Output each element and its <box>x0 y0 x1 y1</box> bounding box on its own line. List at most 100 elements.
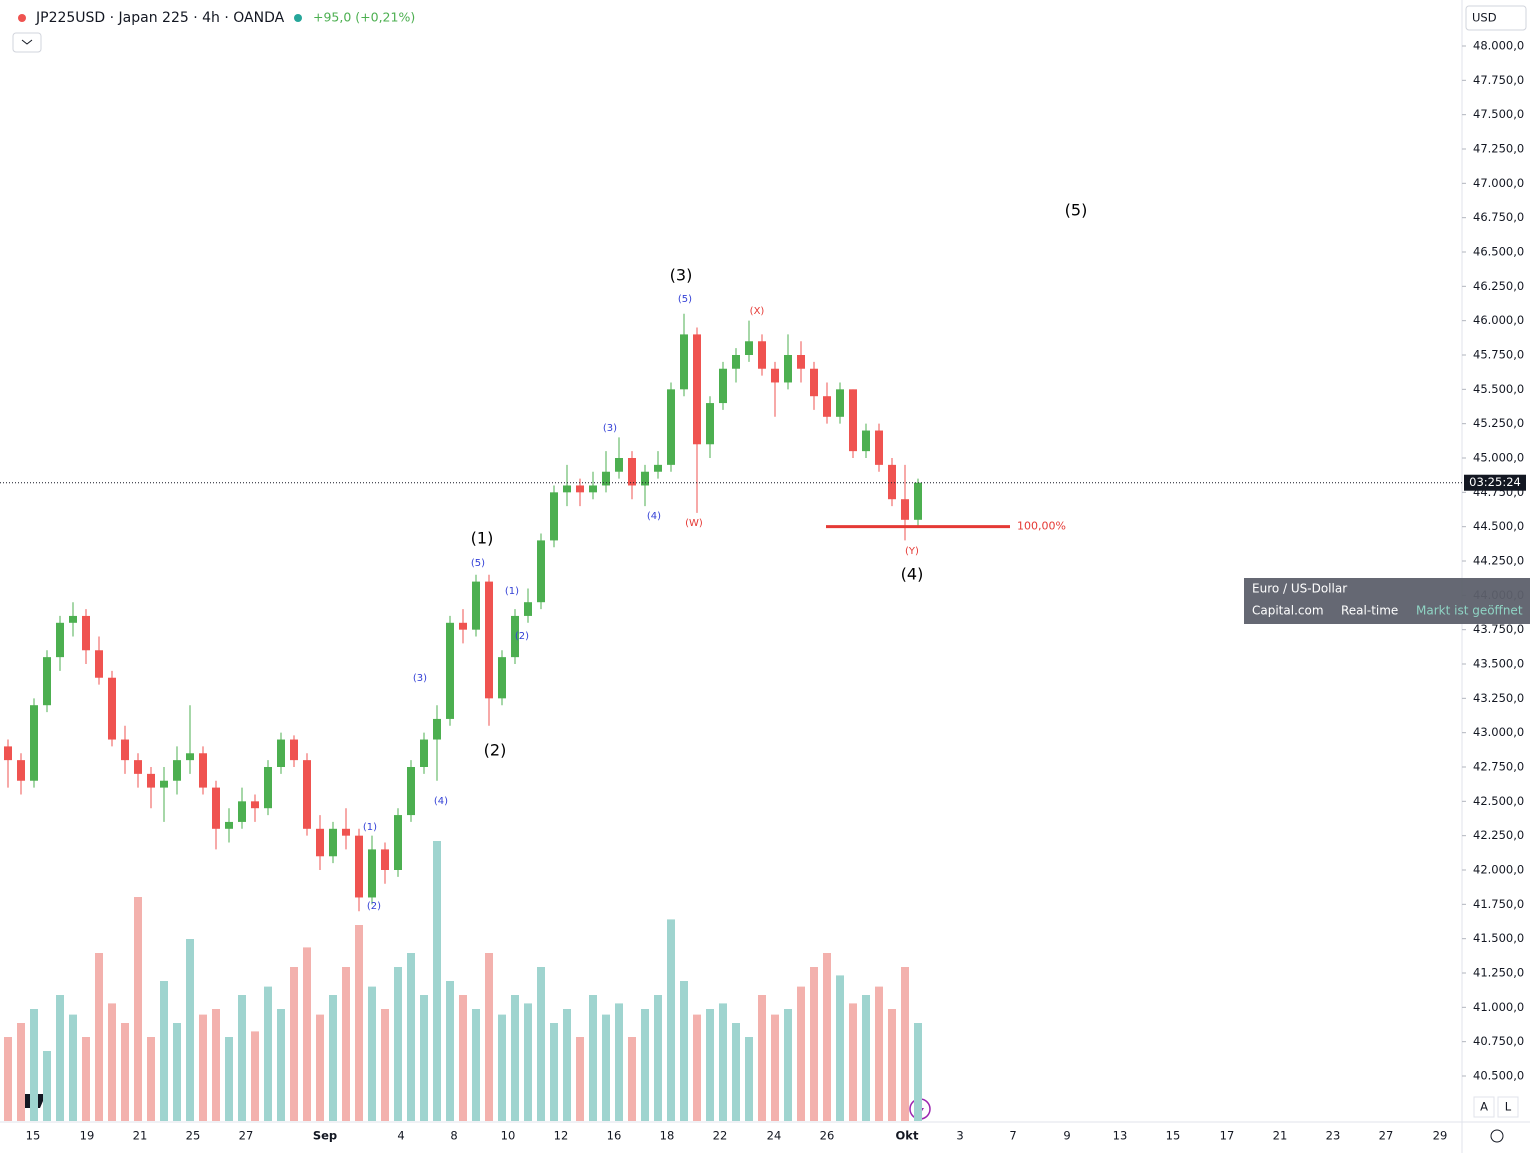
y-tick-label: 47.750,0 <box>1473 73 1524 87</box>
candle-body <box>147 773 155 788</box>
y-tick-label: 46.250,0 <box>1473 279 1524 293</box>
wave-label: (W) <box>685 518 703 529</box>
tooltip-title: Euro / US-Dollar <box>1252 582 1347 596</box>
volume-bar <box>719 1003 727 1121</box>
x-tick-label: Sep <box>313 1129 337 1143</box>
wave-label: (5) <box>1065 201 1088 220</box>
x-tick-label: 16 <box>607 1129 622 1143</box>
candle-body <box>680 334 688 390</box>
volume-bar <box>823 953 831 1121</box>
candle-body <box>550 492 558 541</box>
volume-bar <box>641 1009 649 1121</box>
volume-bar <box>4 1037 12 1121</box>
volume-bar <box>537 967 545 1121</box>
candle-body <box>342 828 350 836</box>
volume-bar <box>446 981 454 1121</box>
fib-label: 100,00% <box>1017 520 1066 533</box>
volume-bar <box>667 919 675 1121</box>
candle-body <box>654 464 662 472</box>
volume-bar <box>420 995 428 1121</box>
volume-bar <box>342 967 350 1121</box>
candle-body <box>43 657 51 706</box>
x-tick-label: 29 <box>1433 1129 1448 1143</box>
volume-bar <box>472 1009 480 1121</box>
candle-body <box>914 482 922 520</box>
volume-bar <box>147 1037 155 1121</box>
auto-button[interactable] <box>1473 1096 1495 1118</box>
y-tick-label: 44.250,0 <box>1473 554 1524 568</box>
volume-bar <box>199 1014 207 1121</box>
auto-label: A <box>1480 1100 1488 1114</box>
x-tick-label: 24 <box>767 1129 782 1143</box>
tooltip-status: Markt ist geöffnet <box>1416 604 1523 618</box>
market-dot <box>294 14 302 22</box>
y-tick-label: 45.500,0 <box>1473 382 1524 396</box>
candle-body <box>4 746 12 761</box>
candle-body <box>667 389 675 465</box>
candle-body <box>862 430 870 452</box>
candle-body <box>836 389 844 417</box>
candle-body <box>875 430 883 465</box>
y-tick-label: 48.000,0 <box>1473 39 1524 53</box>
y-tick-label: 45.250,0 <box>1473 416 1524 430</box>
volume-bar <box>394 967 402 1121</box>
volume-bar <box>290 967 298 1121</box>
volume-bar <box>212 1009 220 1121</box>
candle-body <box>459 622 467 630</box>
candle-body <box>108 677 116 740</box>
symbol-title: JP225USD · Japan 225 · 4h · OANDA <box>35 10 285 26</box>
y-tick-label: 41.250,0 <box>1473 966 1524 980</box>
x-tick-label: 18 <box>660 1129 675 1143</box>
candle-body <box>589 485 597 493</box>
currency-button[interactable] <box>1465 5 1527 31</box>
candle-body <box>693 334 701 445</box>
volume-bar <box>563 1009 571 1121</box>
volume-bar <box>784 1009 792 1121</box>
wave-label: (1) <box>471 529 494 548</box>
y-tick-label: 42.750,0 <box>1473 760 1524 774</box>
volume-bar <box>277 1009 285 1121</box>
volume-bar <box>134 897 142 1121</box>
volume-bar <box>225 1037 233 1121</box>
volume-bar <box>264 986 272 1121</box>
candle-body <box>810 368 818 397</box>
candle-body <box>121 739 129 761</box>
candle-body <box>199 753 207 788</box>
volume-bar <box>407 953 415 1121</box>
candle-body <box>901 499 909 520</box>
x-tick-label: 27 <box>239 1129 254 1143</box>
y-tick-label: 46.500,0 <box>1473 245 1524 259</box>
candle-body <box>849 389 857 452</box>
wave-label: (4) <box>901 565 924 584</box>
collapse-button[interactable] <box>12 32 42 53</box>
y-tick-label: 43.500,0 <box>1473 657 1524 671</box>
candle-body <box>784 355 792 383</box>
volume-bar <box>121 1023 129 1121</box>
candle-body <box>732 355 740 369</box>
y-tick-label: 47.000,0 <box>1473 176 1524 190</box>
countdown-box <box>1464 474 1526 491</box>
volume-bar <box>615 1003 623 1121</box>
volume-bar <box>550 1023 558 1121</box>
candle-body <box>758 341 766 369</box>
candle-body <box>303 760 311 829</box>
y-tick-label: 43.000,0 <box>1473 725 1524 739</box>
volume-bar <box>173 1023 181 1121</box>
volume-bar <box>251 1031 259 1121</box>
volume-bar <box>82 1037 90 1121</box>
candle-body <box>524 602 532 616</box>
candle-body <box>719 368 727 404</box>
wave-label: (4) <box>647 511 661 522</box>
wave-label: (1) <box>363 822 377 833</box>
volume-bar <box>329 995 337 1121</box>
candle-body <box>381 849 389 870</box>
candle-body <box>212 787 220 829</box>
settings-icon[interactable] <box>1490 1129 1504 1143</box>
candle-body <box>56 622 64 658</box>
wave-label: (2) <box>367 901 381 912</box>
candle-body <box>368 849 376 898</box>
tooltip-feed: Real-time <box>1341 604 1398 618</box>
tooltip-source: Capital.com <box>1252 604 1324 618</box>
candle-body <box>30 705 38 781</box>
log-button[interactable] <box>1497 1096 1519 1118</box>
